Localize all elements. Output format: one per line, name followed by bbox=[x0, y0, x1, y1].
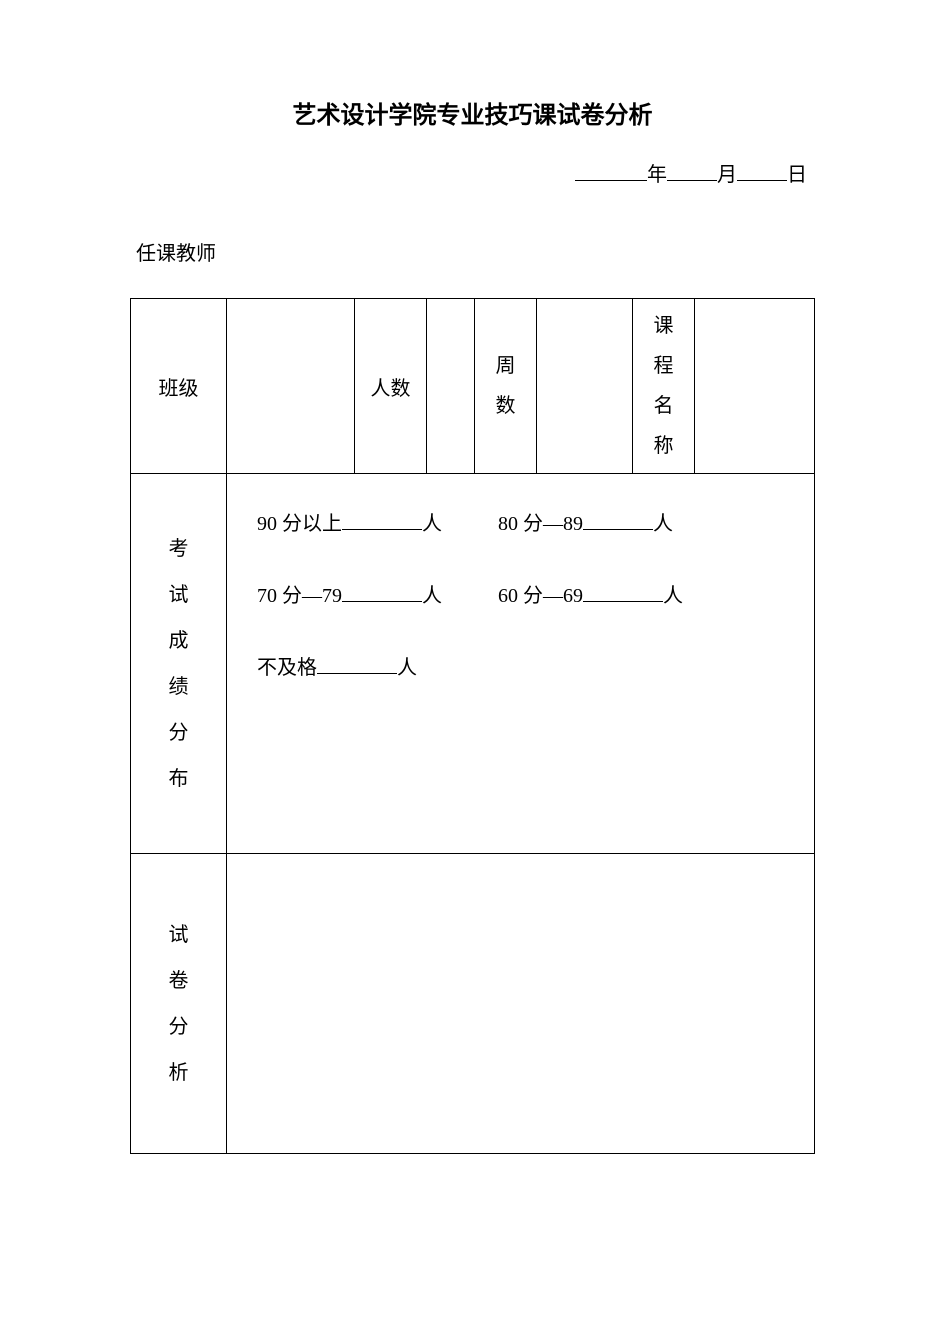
course-label-3: 名 bbox=[654, 386, 674, 426]
score-lines: 90 分以上人80 分—89人 70 分—79人60 分—69人 不及格人 bbox=[257, 502, 802, 690]
table-row-analysis: 试 卷 分 析 bbox=[131, 854, 815, 1154]
scores-label-5: 分 bbox=[169, 710, 189, 756]
score-90-suf: 人 bbox=[422, 513, 442, 535]
cell-analysis-label: 试 卷 分 析 bbox=[131, 854, 227, 1154]
score-60-pre: 60 分—69 bbox=[498, 585, 583, 607]
scores-label-stack: 考 试 成 绩 分 布 bbox=[169, 526, 189, 802]
cell-class-value[interactable] bbox=[227, 299, 355, 474]
scores-label-3: 成 bbox=[169, 618, 189, 664]
cell-count-label: 人数 bbox=[355, 299, 427, 474]
cell-course-label: 课 程 名 称 bbox=[633, 299, 695, 474]
score-fail-suf: 人 bbox=[397, 657, 417, 679]
score-70-blank[interactable] bbox=[342, 581, 422, 602]
score-line-1: 90 分以上 人 80 分—89 人 bbox=[257, 502, 802, 546]
score-70-suf: 人 bbox=[422, 585, 442, 607]
analysis-label-1: 试 bbox=[169, 912, 189, 958]
day-blank[interactable] bbox=[737, 159, 787, 181]
year-blank[interactable] bbox=[575, 159, 647, 181]
score-line-3: 不及格 人 bbox=[257, 646, 802, 690]
class-label: 班级 bbox=[159, 378, 199, 400]
score-80-suf: 人 bbox=[653, 513, 673, 535]
score-60-suf: 人 bbox=[663, 585, 683, 607]
analysis-label-4: 析 bbox=[169, 1050, 189, 1096]
course-label-2: 程 bbox=[654, 346, 674, 386]
cell-weeks-value[interactable] bbox=[537, 299, 633, 474]
course-label-4: 称 bbox=[654, 426, 674, 466]
date-line: 年月日 bbox=[130, 158, 815, 187]
score-90-pre: 90 分以上 bbox=[257, 513, 342, 535]
table-row-header: 班级 人数 周 数 课 程 名 称 bbox=[131, 299, 815, 474]
cell-count-value[interactable] bbox=[427, 299, 475, 474]
table-row-scores: 考 试 成 绩 分 布 90 分以上人80 分—89人 70 分—79人60 分… bbox=[131, 474, 815, 854]
score-80-blank[interactable] bbox=[583, 509, 653, 530]
year-label: 年 bbox=[647, 164, 667, 186]
month-blank[interactable] bbox=[667, 159, 717, 181]
cell-class-label: 班级 bbox=[131, 299, 227, 474]
analysis-label-2: 卷 bbox=[169, 958, 189, 1004]
page-title: 艺术设计学院专业技巧课试卷分析 bbox=[130, 95, 815, 130]
cell-weeks-label: 周 数 bbox=[475, 299, 537, 474]
cell-scores-label: 考 试 成 绩 分 布 bbox=[131, 474, 227, 854]
scores-label-6: 布 bbox=[169, 756, 189, 802]
scores-label-4: 绩 bbox=[169, 664, 189, 710]
weeks-label-1: 周 bbox=[496, 346, 516, 386]
analysis-label-stack: 试 卷 分 析 bbox=[169, 912, 189, 1096]
count-label: 人数 bbox=[371, 378, 411, 400]
score-line-2: 70 分—79 人 60 分—69 人 bbox=[257, 574, 802, 618]
cell-course-value[interactable] bbox=[695, 299, 815, 474]
month-label: 月 bbox=[717, 164, 737, 186]
form-table: 班级 人数 周 数 课 程 名 称 bbox=[130, 298, 815, 1154]
scores-label-1: 考 bbox=[169, 526, 189, 572]
page: 艺术设计学院专业技巧课试卷分析 年月日 任课教师 班级 人数 周 数 bbox=[0, 0, 945, 1154]
score-fail-blank[interactable] bbox=[317, 653, 397, 674]
weeks-label-2: 数 bbox=[496, 386, 516, 426]
weeks-label-stack: 周 数 bbox=[496, 346, 516, 426]
analysis-label-3: 分 bbox=[169, 1004, 189, 1050]
score-90-blank[interactable] bbox=[342, 509, 422, 530]
score-80-pre: 80 分—89 bbox=[498, 513, 583, 535]
teacher-label: 任课教师 bbox=[130, 237, 815, 266]
score-70-pre: 70 分—79 bbox=[257, 585, 342, 607]
course-label-stack: 课 程 名 称 bbox=[654, 306, 674, 466]
cell-analysis-body[interactable] bbox=[227, 854, 815, 1154]
scores-label-2: 试 bbox=[169, 572, 189, 618]
cell-scores-body: 90 分以上人80 分—89人 70 分—79人60 分—69人 不及格人 bbox=[227, 474, 815, 854]
course-label-1: 课 bbox=[654, 306, 674, 346]
score-fail-pre: 不及格 bbox=[257, 657, 317, 679]
score-60-blank[interactable] bbox=[583, 581, 663, 602]
day-label: 日 bbox=[787, 164, 807, 186]
